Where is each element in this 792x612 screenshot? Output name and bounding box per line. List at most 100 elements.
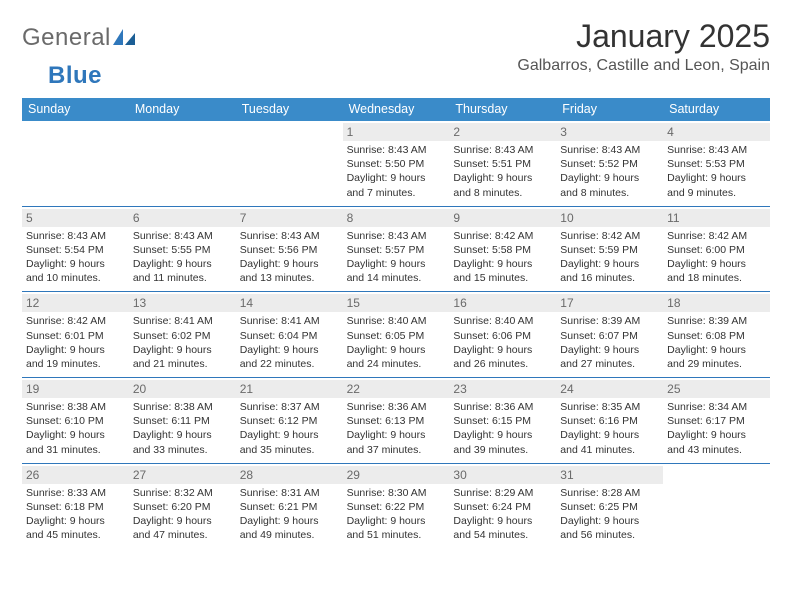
sunrise: Sunrise: 8:42 AM — [26, 314, 125, 328]
sunset: Sunset: 6:11 PM — [133, 414, 232, 428]
day-number: 29 — [343, 466, 450, 484]
title-block: January 2025 Galbarros, Castille and Leo… — [517, 18, 770, 75]
daylight: Daylight: 9 hours and 9 minutes. — [667, 171, 766, 199]
sunset: Sunset: 6:06 PM — [453, 329, 552, 343]
day-info: Sunrise: 8:33 AMSunset: 6:18 PMDaylight:… — [26, 486, 125, 543]
daylight: Daylight: 9 hours and 8 minutes. — [453, 171, 552, 199]
week-row: 5Sunrise: 8:43 AMSunset: 5:54 PMDaylight… — [22, 207, 770, 293]
sunset: Sunset: 6:12 PM — [240, 414, 339, 428]
daylight: Daylight: 9 hours and 35 minutes. — [240, 428, 339, 456]
sunrise: Sunrise: 8:35 AM — [560, 400, 659, 414]
daylight: Daylight: 9 hours and 21 minutes. — [133, 343, 232, 371]
day-info: Sunrise: 8:30 AMSunset: 6:22 PMDaylight:… — [347, 486, 446, 543]
day-info: Sunrise: 8:32 AMSunset: 6:20 PMDaylight:… — [133, 486, 232, 543]
dow-sunday: Sunday — [22, 98, 129, 121]
day-cell: 7Sunrise: 8:43 AMSunset: 5:56 PMDaylight… — [236, 207, 343, 292]
daylight: Daylight: 9 hours and 18 minutes. — [667, 257, 766, 285]
daylight: Daylight: 9 hours and 11 minutes. — [133, 257, 232, 285]
day-cell: 31Sunrise: 8:28 AMSunset: 6:25 PMDayligh… — [556, 464, 663, 549]
dow-monday: Monday — [129, 98, 236, 121]
day-cell: 10Sunrise: 8:42 AMSunset: 5:59 PMDayligh… — [556, 207, 663, 292]
day-info: Sunrise: 8:39 AMSunset: 6:07 PMDaylight:… — [560, 314, 659, 371]
day-cell: 30Sunrise: 8:29 AMSunset: 6:24 PMDayligh… — [449, 464, 556, 549]
day-info: Sunrise: 8:43 AMSunset: 5:51 PMDaylight:… — [453, 143, 552, 200]
sunrise: Sunrise: 8:33 AM — [26, 486, 125, 500]
sunset: Sunset: 5:50 PM — [347, 157, 446, 171]
day-cell: . — [22, 121, 129, 206]
day-info: Sunrise: 8:43 AMSunset: 5:54 PMDaylight:… — [26, 229, 125, 286]
day-info: Sunrise: 8:43 AMSunset: 5:56 PMDaylight:… — [240, 229, 339, 286]
day-cell: 9Sunrise: 8:42 AMSunset: 5:58 PMDaylight… — [449, 207, 556, 292]
sunset: Sunset: 6:24 PM — [453, 500, 552, 514]
day-cell: 16Sunrise: 8:40 AMSunset: 6:06 PMDayligh… — [449, 292, 556, 377]
sunset: Sunset: 6:20 PM — [133, 500, 232, 514]
day-info: Sunrise: 8:42 AMSunset: 6:01 PMDaylight:… — [26, 314, 125, 371]
day-number: 26 — [22, 466, 129, 484]
day-info: Sunrise: 8:36 AMSunset: 6:15 PMDaylight:… — [453, 400, 552, 457]
day-number: 31 — [556, 466, 663, 484]
dow-thursday: Thursday — [449, 98, 556, 121]
sunset: Sunset: 6:16 PM — [560, 414, 659, 428]
sunrise: Sunrise: 8:34 AM — [667, 400, 766, 414]
day-info: Sunrise: 8:43 AMSunset: 5:57 PMDaylight:… — [347, 229, 446, 286]
sunrise: Sunrise: 8:43 AM — [26, 229, 125, 243]
day-cell: 5Sunrise: 8:43 AMSunset: 5:54 PMDaylight… — [22, 207, 129, 292]
brand-general: General — [22, 24, 111, 51]
day-cell: 1Sunrise: 8:43 AMSunset: 5:50 PMDaylight… — [343, 121, 450, 206]
daylight: Daylight: 9 hours and 8 minutes. — [560, 171, 659, 199]
sunrise: Sunrise: 8:42 AM — [560, 229, 659, 243]
week-row: ...1Sunrise: 8:43 AMSunset: 5:50 PMDayli… — [22, 121, 770, 207]
sunrise: Sunrise: 8:36 AM — [347, 400, 446, 414]
day-cell: 26 Sunrise: 8:33 AMSunset: 6:18 PMDayligh… — [22, 464, 129, 549]
day-number: 27 — [129, 466, 236, 484]
location: Galbarros, Castille and Leon, Spain — [517, 57, 770, 75]
day-number: 16 — [449, 294, 556, 312]
brand-logo: General Blue — [22, 24, 135, 90]
day-number: 20 — [129, 380, 236, 398]
sunset: Sunset: 6:10 PM — [26, 414, 125, 428]
dow-wednesday: Wednesday — [343, 98, 450, 121]
day-info: Sunrise: 8:31 AMSunset: 6:21 PMDaylight:… — [240, 486, 339, 543]
daylight: Daylight: 9 hours and 24 minutes. — [347, 343, 446, 371]
day-info: Sunrise: 8:37 AMSunset: 6:12 PMDaylight:… — [240, 400, 339, 457]
sunset: Sunset: 6:22 PM — [347, 500, 446, 514]
sunset: Sunset: 6:15 PM — [453, 414, 552, 428]
day-cell: 25Sunrise: 8:34 AMSunset: 6:17 PMDayligh… — [663, 378, 770, 463]
day-number: 8 — [343, 209, 450, 227]
week-row: 26 Sunrise: 8:33 AMSunset: 6:18 PMDayligh… — [22, 464, 770, 549]
sunset: Sunset: 6:25 PM — [560, 500, 659, 514]
sunrise: Sunrise: 8:29 AM — [453, 486, 552, 500]
day-cell: . — [236, 121, 343, 206]
day-of-week-row: Sunday Monday Tuesday Wednesday Thursday… — [22, 98, 770, 121]
sunset: Sunset: 6:17 PM — [667, 414, 766, 428]
daylight: Daylight: 9 hours and 15 minutes. — [453, 257, 552, 285]
day-number: 14 — [236, 294, 343, 312]
day-info: Sunrise: 8:29 AMSunset: 6:24 PMDaylight:… — [453, 486, 552, 543]
day-cell: 15Sunrise: 8:40 AMSunset: 6:05 PMDayligh… — [343, 292, 450, 377]
daylight: Daylight: 9 hours and 16 minutes. — [560, 257, 659, 285]
day-number: 28 — [236, 466, 343, 484]
day-cell: 27 Sunrise: 8:32 AMSunset: 6:20 PMDayligh… — [129, 464, 236, 549]
day-info: Sunrise: 8:34 AMSunset: 6:17 PMDaylight:… — [667, 400, 766, 457]
day-number: 1 — [343, 123, 450, 141]
sunset: Sunset: 6:21 PM — [240, 500, 339, 514]
sunrise: Sunrise: 8:43 AM — [347, 229, 446, 243]
day-info: Sunrise: 8:41 AMSunset: 6:04 PMDaylight:… — [240, 314, 339, 371]
day-cell: 17Sunrise: 8:39 AMSunset: 6:07 PMDayligh… — [556, 292, 663, 377]
sunset: Sunset: 5:57 PM — [347, 243, 446, 257]
day-number: 23 — [449, 380, 556, 398]
sunrise: Sunrise: 8:43 AM — [667, 143, 766, 157]
day-info: Sunrise: 8:43 AMSunset: 5:55 PMDaylight:… — [133, 229, 232, 286]
sunrise: Sunrise: 8:32 AM — [133, 486, 232, 500]
day-cell: 20Sunrise: 8:38 AMSunset: 6:11 PMDayligh… — [129, 378, 236, 463]
day-info: Sunrise: 8:41 AMSunset: 6:02 PMDaylight:… — [133, 314, 232, 371]
sunset: Sunset: 5:59 PM — [560, 243, 659, 257]
day-info: Sunrise: 8:42 AMSunset: 6:00 PMDaylight:… — [667, 229, 766, 286]
day-number: 13 — [129, 294, 236, 312]
dow-friday: Friday — [556, 98, 663, 121]
day-number: 6 — [129, 209, 236, 227]
day-cell: 28 Sunrise: 8:31 AMSunset: 6:21 PMDayligh… — [236, 464, 343, 549]
daylight: Daylight: 9 hours and 37 minutes. — [347, 428, 446, 456]
day-number: 22 — [343, 380, 450, 398]
sunrise: Sunrise: 8:43 AM — [560, 143, 659, 157]
